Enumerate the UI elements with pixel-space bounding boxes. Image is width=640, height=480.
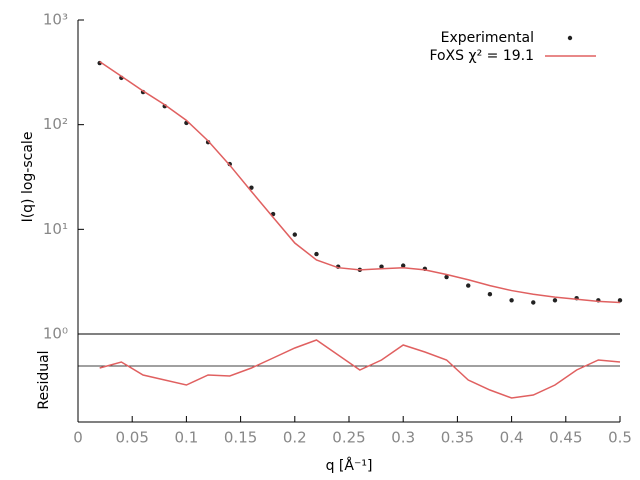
legend-label: FoXS χ² = 19.1 [429,48,534,64]
x-tick-label: 0 [73,429,83,447]
x-tick-label: 0.45 [549,429,582,447]
data-point [487,292,493,297]
x-tick-label: 0.1 [174,429,198,447]
x-tick-label: 0.4 [500,429,524,447]
data-point [531,300,536,305]
x-tick-label: 0.2 [283,429,307,447]
data-line [99,339,621,399]
x-tick-label: 0.3 [391,429,415,447]
x-tick-label: 0.35 [441,429,474,447]
x-tick-label: 0.5 [608,429,632,447]
x-tick-label: 0.05 [115,429,148,447]
y-tick-label: 10¹ [43,220,68,238]
data-point [379,264,384,269]
y-tick-label: 10² [43,115,68,133]
x-tick-label: 0.25 [332,429,365,447]
y-tick-label: 10⁰ [43,325,68,343]
residual-label: Residual [36,350,52,409]
data-point [249,185,254,190]
data-point [552,298,558,303]
data-point [444,274,449,280]
data-point [466,283,471,288]
data-point [314,251,319,257]
x-axis-label: q [Å⁻¹] [326,457,373,474]
data-point [617,298,623,303]
data-point [401,263,406,268]
data-point [292,232,297,237]
x-tick-label: 0.15 [224,429,257,447]
legend-label: Experimental [441,30,534,46]
legend-marker [567,35,573,41]
y-axis-label: I(q) log-scale [20,132,36,223]
data-line [99,61,621,304]
y-tick-label: 10³ [43,11,68,29]
data-point [509,298,514,303]
